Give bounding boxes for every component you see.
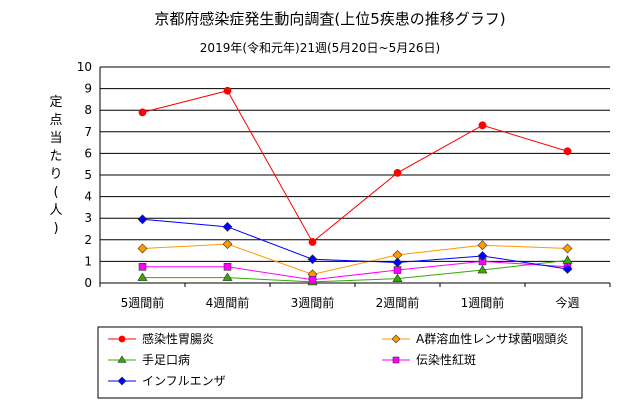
legend-box — [97, 326, 583, 399]
series-line — [142, 218, 568, 270]
data-point — [222, 221, 233, 232]
x-tick-label: 今週 — [555, 295, 579, 310]
x-tick-label: 3週間前 — [291, 295, 335, 310]
data-point — [137, 243, 148, 254]
y-axis-label-char: ) — [53, 221, 58, 236]
legend-label: 感染性胃腸炎 — [142, 331, 214, 346]
data-point — [138, 262, 147, 271]
data-point — [392, 257, 403, 268]
legend-marker — [117, 376, 127, 386]
y-axis-label-char: り — [49, 167, 62, 182]
data-point — [562, 255, 573, 264]
data-point — [478, 121, 487, 130]
data-point — [477, 251, 488, 261]
data-point — [393, 266, 402, 274]
data-point — [137, 272, 148, 281]
y-tick-label: 9 — [84, 82, 92, 96]
y-axis-label-char: ( — [53, 185, 58, 200]
y-tick-label: 4 — [84, 190, 92, 204]
legend-item: A群溶血性レンサ球菌咽頭炎 — [382, 331, 568, 346]
series-line — [142, 243, 568, 275]
legend-label: 伝染性紅斑 — [416, 352, 476, 367]
data-point — [137, 214, 148, 225]
y-axis-label-char: 人 — [49, 203, 62, 218]
legend-label: インフルエンザ — [142, 374, 226, 388]
legend-label: A群溶血性レンサ球菌咽頭炎 — [416, 331, 568, 346]
data-point — [223, 262, 232, 271]
y-tick-label: 6 — [84, 146, 92, 160]
x-tick-label: 2週間前 — [376, 295, 420, 310]
data-point — [562, 243, 573, 254]
legend-marker — [118, 335, 126, 343]
data-point — [393, 168, 402, 177]
data-point — [392, 273, 403, 282]
data-point — [222, 272, 233, 281]
data-point — [563, 147, 572, 156]
y-axis-label-char: 点 — [49, 113, 62, 128]
series-2 — [137, 239, 573, 280]
data-point — [308, 275, 317, 284]
x-tick-label: 5週間前 — [121, 295, 165, 310]
data-point — [477, 264, 488, 274]
chart-subtitle: 2019年(令和元年)21週(5月20日~5月26日) — [200, 40, 440, 55]
y-tick-label: 2 — [84, 233, 92, 247]
y-axis-label-char: 当 — [49, 131, 62, 146]
legend-marker — [392, 356, 400, 364]
legend-item: 伝染性紅斑 — [382, 352, 476, 367]
data-point — [562, 264, 573, 274]
y-tick-label: 3 — [84, 211, 92, 225]
y-tick-label: 0 — [84, 276, 92, 290]
y-tick-label: 5 — [84, 168, 92, 182]
legend-marker — [391, 334, 401, 344]
plot-area: 0 1 2 3 4 5 6 7 8 9 10 5週間前 4週間前 3週間前 2週間前 1週間前 今週 — [77, 60, 611, 310]
chart-title: 京都府感染症発生動向調査(上位5疾患の推移グラフ) — [154, 10, 505, 28]
data-point — [223, 86, 232, 95]
y-tick-label: 1 — [84, 254, 92, 268]
legend-marker — [117, 355, 127, 363]
y-tick-label: 7 — [84, 125, 92, 139]
legend-item: インフルエンザ — [108, 374, 226, 388]
y-axis-label-char: 定 — [49, 95, 62, 110]
series-line — [142, 260, 568, 281]
data-point — [308, 238, 317, 246]
x-tick-label: 1週間前 — [461, 295, 505, 310]
y-axis-label-char: た — [49, 149, 62, 164]
data-point — [222, 239, 233, 250]
series-5 — [137, 214, 573, 274]
x-tick-label: 4週間前 — [206, 295, 250, 310]
series-line — [142, 259, 568, 283]
series-line — [142, 90, 568, 243]
y-tick-label: 8 — [84, 103, 92, 117]
data-point — [477, 240, 488, 251]
series-1 — [138, 86, 572, 246]
y-tick-label: 10 — [77, 60, 92, 74]
data-point — [307, 254, 318, 265]
legend-label: 手足口病 — [142, 352, 190, 367]
legend-item: 感染性胃腸炎 — [108, 331, 214, 346]
data-point — [138, 108, 147, 117]
legend-item: 手足口病 — [108, 352, 190, 367]
